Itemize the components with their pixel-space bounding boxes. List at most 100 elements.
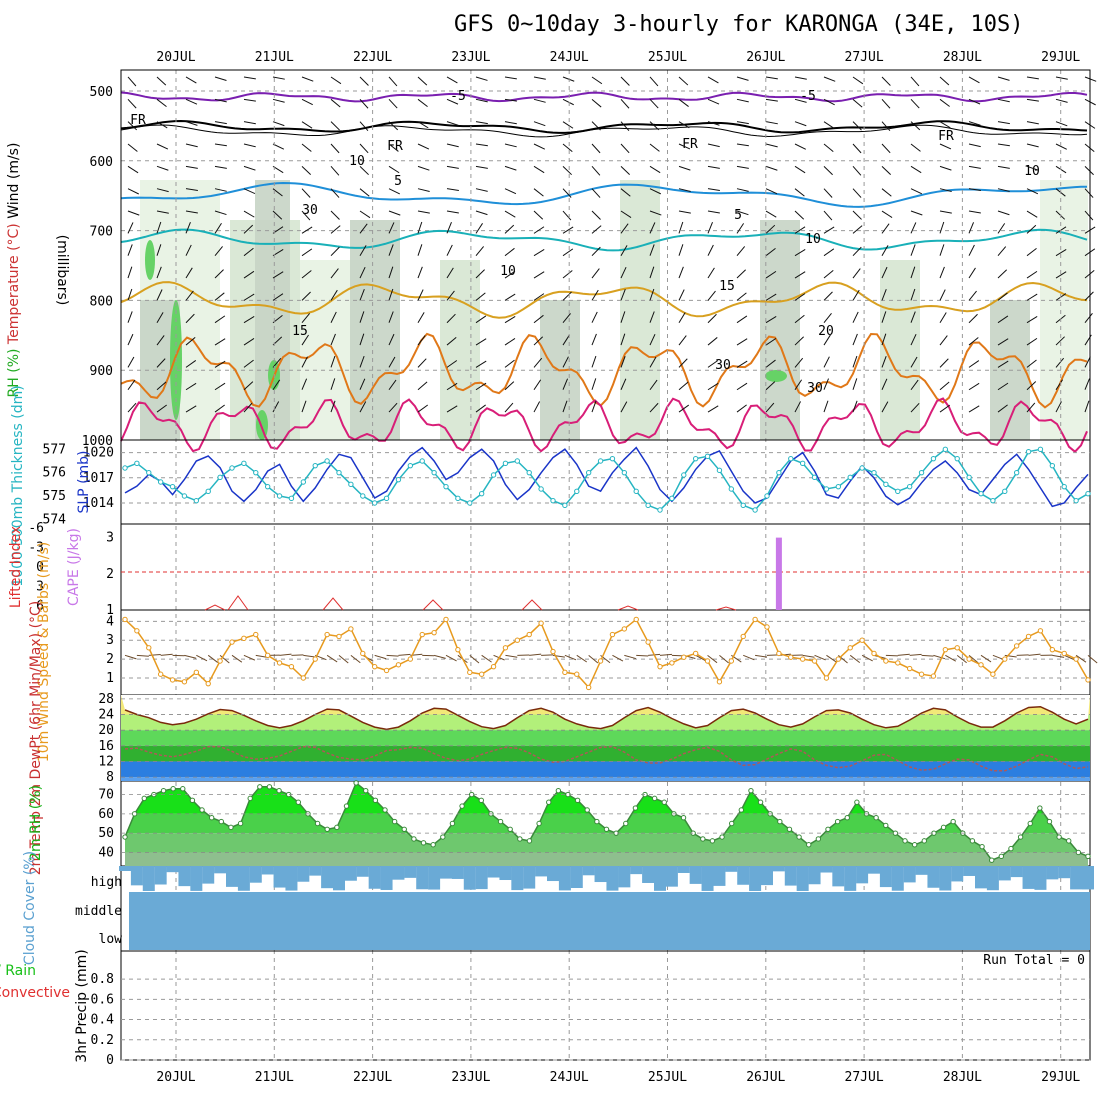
wind-speed-line-point xyxy=(181,679,188,685)
wind-barb xyxy=(620,401,628,413)
wind-barb xyxy=(620,98,630,109)
wind-barb xyxy=(823,313,832,324)
li-tick-label: 0 xyxy=(36,560,44,575)
wind-barb xyxy=(765,121,778,125)
cloud-mid-low-fill xyxy=(129,892,1090,950)
wind-barb xyxy=(330,166,340,176)
wind10m-barb xyxy=(921,654,934,657)
rh-line-point xyxy=(883,822,889,829)
wind-barb xyxy=(446,382,458,391)
temp-band xyxy=(121,761,1090,778)
rh-tick-label: 60 xyxy=(98,807,114,822)
cloud-high-bar xyxy=(356,866,369,877)
date-label-bottom: 20JUL xyxy=(156,1070,195,1085)
date-label-bottom: 23JUL xyxy=(451,1070,490,1085)
cloud-high-bar xyxy=(547,866,559,882)
wind-barb xyxy=(997,338,1009,346)
cloud-high-bar xyxy=(451,866,464,879)
wind-barb xyxy=(127,402,137,413)
wind-barb xyxy=(301,121,313,129)
rh-shade-area xyxy=(1040,180,1088,440)
wind10m-barb xyxy=(945,654,957,662)
wind-barb xyxy=(649,402,659,413)
rh-band xyxy=(125,833,1088,853)
temp-tick-label: 28 xyxy=(98,692,114,707)
wind-barb xyxy=(446,98,459,105)
rh-line-point xyxy=(160,787,167,794)
wind-barb xyxy=(910,143,921,152)
wind-barb xyxy=(736,188,749,192)
wind-barb xyxy=(562,226,574,234)
wind-barb xyxy=(127,165,139,174)
wind-speed-line-point xyxy=(371,663,378,670)
wind-barb xyxy=(417,312,425,323)
wind10m-barb xyxy=(576,654,588,663)
wind-barb xyxy=(707,405,719,413)
cloud-high-bar xyxy=(142,866,155,891)
wind-barb xyxy=(504,188,517,195)
wind-barb xyxy=(156,266,162,279)
cloud-high-bar xyxy=(951,866,964,882)
cloud-high-bar xyxy=(499,866,512,881)
wind-barb xyxy=(127,356,135,368)
wind10m-barb xyxy=(124,654,137,660)
date-label-top: 20JUL xyxy=(156,50,195,65)
wind-barb xyxy=(417,221,423,234)
wind10m-barb xyxy=(303,654,316,658)
thickness-line-point xyxy=(906,483,913,490)
thickness-line-point xyxy=(193,497,200,504)
wind-barb xyxy=(678,312,686,323)
date-label-top: 21JUL xyxy=(255,50,294,65)
wind-barb xyxy=(243,121,256,125)
rh-line-point xyxy=(1056,834,1062,840)
wind-barb xyxy=(533,293,545,301)
cloud-high-bar xyxy=(249,866,262,883)
thickness-line-point xyxy=(348,481,354,488)
wind-barb xyxy=(939,165,952,171)
wind-barb xyxy=(359,165,369,176)
panel-frame-li xyxy=(120,523,1091,611)
wind-barb xyxy=(649,210,662,216)
wind-barb xyxy=(533,379,542,391)
rh-line-point xyxy=(738,807,745,813)
rh-line-point xyxy=(382,807,388,813)
wind-barb xyxy=(823,356,830,368)
wind-barb xyxy=(939,289,946,301)
wind-speed-line-point xyxy=(752,616,758,623)
wind-barb xyxy=(794,293,806,301)
wind-speed-line-point xyxy=(300,675,307,681)
wind-barb xyxy=(707,76,719,84)
wind-speed-line-point xyxy=(859,637,865,643)
wind-barb xyxy=(330,76,342,85)
wind-speed-line-point xyxy=(692,650,699,657)
date-label-bottom: 25JUL xyxy=(648,1070,687,1085)
wind-barb xyxy=(649,98,659,109)
rh-line-point xyxy=(170,786,176,792)
temp-tick-label: 20 xyxy=(98,723,114,738)
thickness-line-point xyxy=(764,493,770,499)
wind-barb xyxy=(417,381,428,391)
wind-barb xyxy=(765,270,777,279)
cloud-high-bar xyxy=(535,866,548,877)
wind-barb xyxy=(968,313,978,324)
wind-barb xyxy=(359,143,369,154)
temp-mask xyxy=(121,695,1090,730)
wind-barb xyxy=(504,76,517,80)
wind10m-barbs xyxy=(124,653,1098,664)
contour-label: 20 xyxy=(818,324,834,339)
wind-barb xyxy=(446,143,459,148)
wind-tick-label: 1 xyxy=(106,671,114,686)
wind-barb xyxy=(591,98,602,108)
wind-barb xyxy=(272,293,284,301)
wind-barb xyxy=(794,165,806,174)
wind-barb xyxy=(156,165,169,171)
rh-line-point xyxy=(391,818,398,825)
wind-barb xyxy=(620,143,630,154)
wind-barb xyxy=(1084,210,1094,221)
wind-barb xyxy=(562,98,574,106)
wind-barb xyxy=(272,121,285,127)
wind-speed-line-point xyxy=(633,616,639,623)
wind-barb xyxy=(968,76,980,84)
wind-barb xyxy=(475,404,486,413)
wind-barb xyxy=(620,333,626,346)
